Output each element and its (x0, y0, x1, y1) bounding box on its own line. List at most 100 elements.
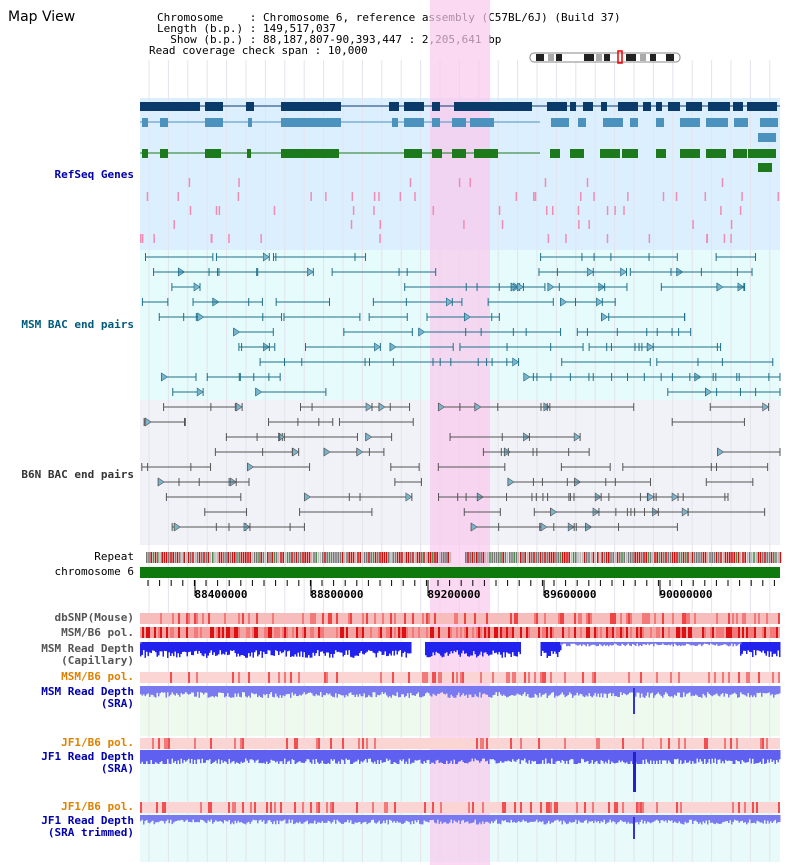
polymorphism-heat-cell (334, 802, 336, 813)
polymorphism-heat-cell (390, 802, 392, 813)
read-depth-bar (516, 642, 518, 657)
read-depth-bar (255, 750, 257, 761)
read-depth-bar (584, 815, 586, 821)
polymorphism-heat-cell (576, 738, 578, 749)
polymorphism-heat-cell (328, 627, 330, 638)
repeat-element (539, 552, 542, 563)
polymorphism-heat-cell (598, 802, 600, 813)
repeat-element (632, 552, 634, 563)
read-depth-bar (359, 642, 361, 654)
track-label-b6n-bac[interactable]: B6N BAC end pairs (21, 468, 134, 481)
read-depth-bar (456, 642, 458, 651)
polymorphism-heat-cell (722, 738, 724, 749)
read-depth-bar (684, 642, 686, 646)
read-depth-bar (155, 642, 157, 653)
polymorphism-heat-cell (526, 613, 528, 624)
read-depth-bar (761, 815, 763, 823)
repeat-element (557, 552, 559, 563)
polymorphism-heat-cell (602, 802, 604, 813)
read-depth-bar (575, 642, 577, 645)
track-label-msm-bac[interactable]: MSM BAC end pairs (21, 318, 134, 331)
read-depth-bar (555, 815, 557, 821)
polymorphism-heat-cell (246, 738, 248, 749)
read-depth-bar (498, 815, 500, 824)
read-depth-bar (369, 686, 371, 697)
read-depth-bar (692, 815, 694, 824)
polymorphism-heat-cell (424, 672, 426, 683)
read-depth-bar (645, 750, 647, 760)
polymorphism-heat-cell (500, 738, 502, 749)
polymorphism-heat-cell (226, 738, 228, 749)
polymorphism-heat-cell (500, 802, 502, 813)
read-depth-bar (747, 642, 749, 651)
polymorphism-heat-cell (670, 802, 672, 813)
read-depth-bar (522, 686, 524, 695)
read-depth-bar (675, 750, 677, 760)
polymorphism-heat-cell (706, 672, 708, 683)
repeat-element (352, 552, 355, 563)
polymorphism-heat-cell (582, 627, 584, 638)
read-depth-bar (288, 815, 290, 820)
polymorphism-heat-cell (440, 613, 442, 624)
read-depth-bar (168, 642, 170, 653)
polymorphism-heat-cell (256, 802, 258, 813)
read-depth-bar (144, 642, 146, 658)
polymorphism-heat-cell (208, 627, 210, 638)
read-depth-bar (482, 686, 484, 695)
polymorphism-heat-cell (752, 802, 754, 813)
read-depth-bar (512, 686, 514, 696)
read-depth-bar (147, 686, 149, 694)
read-depth-bar (458, 750, 460, 762)
read-depth-bar (449, 686, 451, 698)
read-depth-bar (476, 642, 478, 658)
read-depth-bar (233, 750, 235, 762)
polymorphism-heat-cell (148, 738, 150, 749)
polymorphism-heat-cell (480, 613, 482, 624)
polymorphism-heat-cell (736, 613, 738, 624)
polymorphism-heat-cell (380, 613, 382, 624)
polymorphism-heat-cell (572, 672, 574, 683)
refseq-feature-tick (623, 206, 625, 215)
read-depth-bar (242, 815, 244, 824)
read-depth-bar (597, 750, 599, 764)
read-depth-bar (450, 750, 452, 761)
polymorphism-heat-cell (684, 613, 686, 624)
gene-exon (686, 102, 702, 111)
polymorphism-heat-cell (624, 672, 626, 683)
polymorphism-heat-cell (634, 738, 636, 749)
refseq-feature-tick (723, 234, 726, 243)
refseq-feature-tick (730, 234, 732, 243)
read-depth-bar (605, 750, 607, 762)
polymorphism-heat-cell (172, 672, 174, 683)
read-depth-bar (227, 815, 229, 822)
polymorphism-heat-cell (314, 613, 316, 624)
track-label-refseq[interactable]: RefSeq Genes (54, 168, 134, 181)
repeat-element (335, 552, 337, 563)
read-depth-bar (672, 750, 674, 764)
polymorphism-heat-cell (190, 802, 192, 813)
read-depth-bar (218, 750, 220, 760)
read-depth-bar (299, 750, 301, 762)
polymorphism-heat-cell (168, 738, 170, 749)
read-depth-bar (344, 686, 346, 698)
polymorphism-heat-cell (520, 627, 522, 638)
polymorphism-heat-cell (430, 613, 432, 624)
polymorphism-heat-cell (540, 802, 542, 813)
repeat-element (744, 552, 746, 563)
read-depth-bar (404, 686, 406, 698)
read-depth-bar (438, 686, 440, 694)
read-depth-bar (269, 815, 271, 821)
read-depth-bar (321, 750, 323, 761)
read-depth-bar (699, 750, 701, 760)
polymorphism-heat-cell (258, 613, 260, 624)
polymorphism-heat-cell (652, 738, 654, 749)
read-depth-bar (561, 642, 563, 645)
read-depth-bar (654, 815, 656, 821)
read-depth-bar (249, 642, 251, 657)
refseq-feature-tick (228, 234, 230, 243)
polymorphism-heat-cell (366, 802, 368, 813)
repeat-element (715, 552, 718, 563)
read-depth-bar (297, 642, 299, 653)
read-depth-bar (374, 686, 376, 693)
